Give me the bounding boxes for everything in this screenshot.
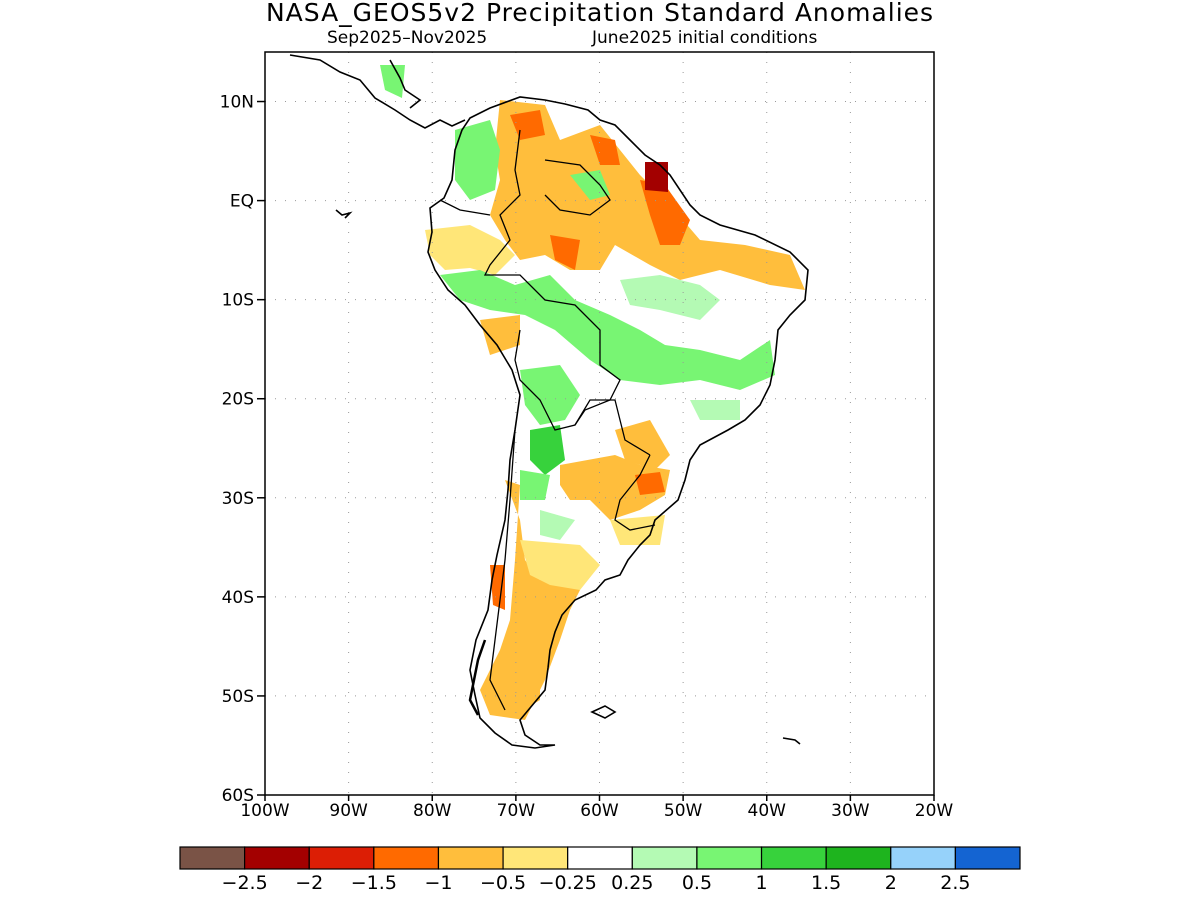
colorbar-swatch bbox=[179, 846, 246, 870]
anomaly-shading bbox=[380, 65, 805, 720]
lat-tick-label: 20S bbox=[222, 390, 254, 410]
anomaly-core-dry bbox=[640, 180, 690, 245]
falkland-islands bbox=[590, 705, 617, 719]
lon-tick-label: 40W bbox=[748, 801, 787, 821]
country-border bbox=[483, 129, 621, 426]
colorbar-label: −1 bbox=[424, 872, 452, 894]
lat-tick-label: 60S bbox=[222, 786, 254, 806]
country-border bbox=[439, 199, 491, 216]
anomaly-area-dry bbox=[480, 480, 580, 720]
anomaly-core-dry bbox=[645, 162, 668, 192]
colorbar-label: 1 bbox=[755, 872, 767, 894]
lat-tick-label: 40S bbox=[222, 588, 254, 608]
lon-tick-label: 60W bbox=[580, 801, 619, 821]
anomaly-area-dry bbox=[610, 515, 665, 545]
colorbar-label: −2.5 bbox=[222, 872, 268, 894]
colorbar-swatch bbox=[890, 846, 956, 870]
anomaly-area-wet bbox=[455, 120, 500, 200]
anomaly-core-dry bbox=[490, 565, 505, 610]
lon-tick-label: 20W bbox=[915, 801, 954, 821]
lon-tick-label: 30W bbox=[831, 801, 870, 821]
central-america-coastline bbox=[289, 54, 466, 129]
colorbar-swatch bbox=[760, 846, 827, 870]
galapagos-islands bbox=[335, 209, 353, 219]
anomaly-core-dry bbox=[590, 135, 620, 165]
anomaly-area-wet bbox=[520, 365, 580, 425]
lat-tick-label: 30S bbox=[222, 489, 254, 509]
lon-tick-label: 90W bbox=[329, 801, 368, 821]
colorbar-swatch bbox=[696, 846, 763, 870]
colorbar-swatch bbox=[567, 846, 633, 870]
anomaly-area-dry bbox=[520, 540, 600, 590]
colorbar-swatch bbox=[373, 846, 440, 870]
colorbar-swatch bbox=[825, 846, 892, 870]
colorbar-label: −2 bbox=[295, 872, 323, 894]
lon-tick-label: 70W bbox=[497, 801, 536, 821]
lon-tick-label: 50W bbox=[664, 801, 703, 821]
anomaly-area-wet bbox=[620, 275, 720, 320]
longitude-axis: 100W 90W 80W 70W 60W 50W 40W 30W 20W bbox=[240, 795, 953, 821]
central-america-coastline bbox=[389, 59, 422, 109]
colorbar-label: 1.5 bbox=[811, 872, 841, 894]
lat-tick-label: EQ bbox=[230, 192, 254, 212]
country-border bbox=[514, 329, 651, 456]
colorbar-label: 2.5 bbox=[940, 872, 970, 894]
anomaly-area-wet bbox=[530, 425, 565, 475]
forecast-period: Sep2025–Nov2025 bbox=[327, 28, 488, 48]
colorbar-swatch bbox=[308, 846, 375, 870]
colorbar-swatch bbox=[954, 846, 1021, 870]
colorbar-swatch bbox=[437, 846, 504, 870]
lat-tick-label: 10S bbox=[222, 291, 254, 311]
colorbar-label: −0.5 bbox=[480, 872, 526, 894]
anomaly-area-dry bbox=[500, 680, 540, 715]
country-border bbox=[614, 454, 656, 531]
colorbar-swatch bbox=[502, 846, 569, 870]
country-border bbox=[489, 429, 516, 711]
lon-tick-label: 80W bbox=[413, 801, 452, 821]
anomaly-area-dry bbox=[615, 420, 670, 470]
lat-tick-label: 10N bbox=[220, 93, 254, 113]
coastlines bbox=[289, 54, 809, 749]
lon-tick-label: 100W bbox=[240, 801, 289, 821]
anomaly-area-dry bbox=[480, 315, 520, 355]
colorbar-swatch bbox=[631, 846, 698, 870]
colorbar-label: −0.25 bbox=[539, 872, 597, 894]
lat-tick-label: 50S bbox=[222, 687, 254, 707]
anomaly-core-dry bbox=[635, 472, 665, 495]
anomaly-area-wet bbox=[690, 400, 740, 420]
anomaly-core-dry bbox=[510, 110, 545, 140]
country-border bbox=[544, 159, 611, 216]
anomaly-area-wet bbox=[440, 270, 775, 390]
anomaly-area-wet bbox=[540, 510, 575, 540]
anomaly-core-dry bbox=[550, 235, 580, 270]
colorbar-swatch bbox=[244, 846, 310, 870]
colorbar-label: −1.5 bbox=[351, 872, 397, 894]
latitude-axis: 10N EQ 10S 20S 30S 40S 50S 60S bbox=[220, 93, 265, 806]
colorbar-label: 0.5 bbox=[682, 872, 712, 894]
colorbar: −2.5 −2 −1.5 −1 −0.5 −0.25 0.25 0.5 1 1.5 2 2.5 bbox=[179, 846, 1021, 894]
chile-fjords bbox=[468, 639, 487, 716]
south-georgia bbox=[782, 737, 801, 745]
south-america-coastline bbox=[427, 96, 809, 749]
anomaly-area-wet bbox=[380, 65, 405, 98]
colorbar-label: 0.25 bbox=[611, 872, 653, 894]
initial-conditions: June2025 initial conditions bbox=[592, 28, 818, 48]
anomaly-area-wet bbox=[520, 470, 550, 500]
colorbar-label: 2 bbox=[885, 872, 897, 894]
map-title: NASA_GEOS5v2 Precipitation Standard Anom… bbox=[265, 0, 935, 27]
